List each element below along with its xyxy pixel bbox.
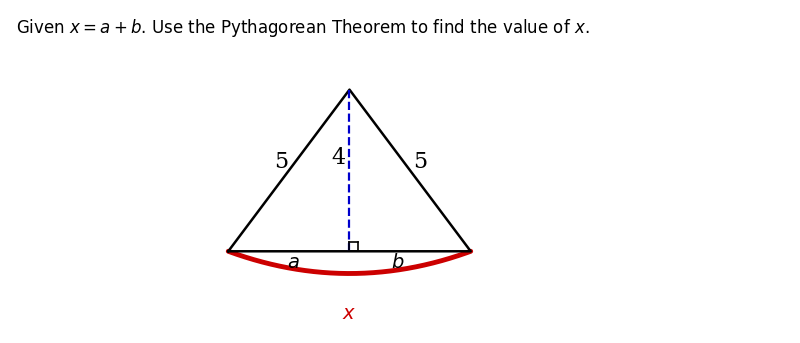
Text: 5: 5 [274, 151, 288, 173]
Text: $b$: $b$ [391, 253, 405, 272]
Text: 4: 4 [331, 147, 346, 169]
Text: $a$: $a$ [286, 253, 299, 272]
Text: Given $x = a + b$. Use the Pythagorean Theorem to find the value of $x$.: Given $x = a + b$. Use the Pythagorean T… [16, 17, 590, 39]
Text: 5: 5 [413, 151, 427, 173]
Text: $x$: $x$ [342, 305, 357, 323]
